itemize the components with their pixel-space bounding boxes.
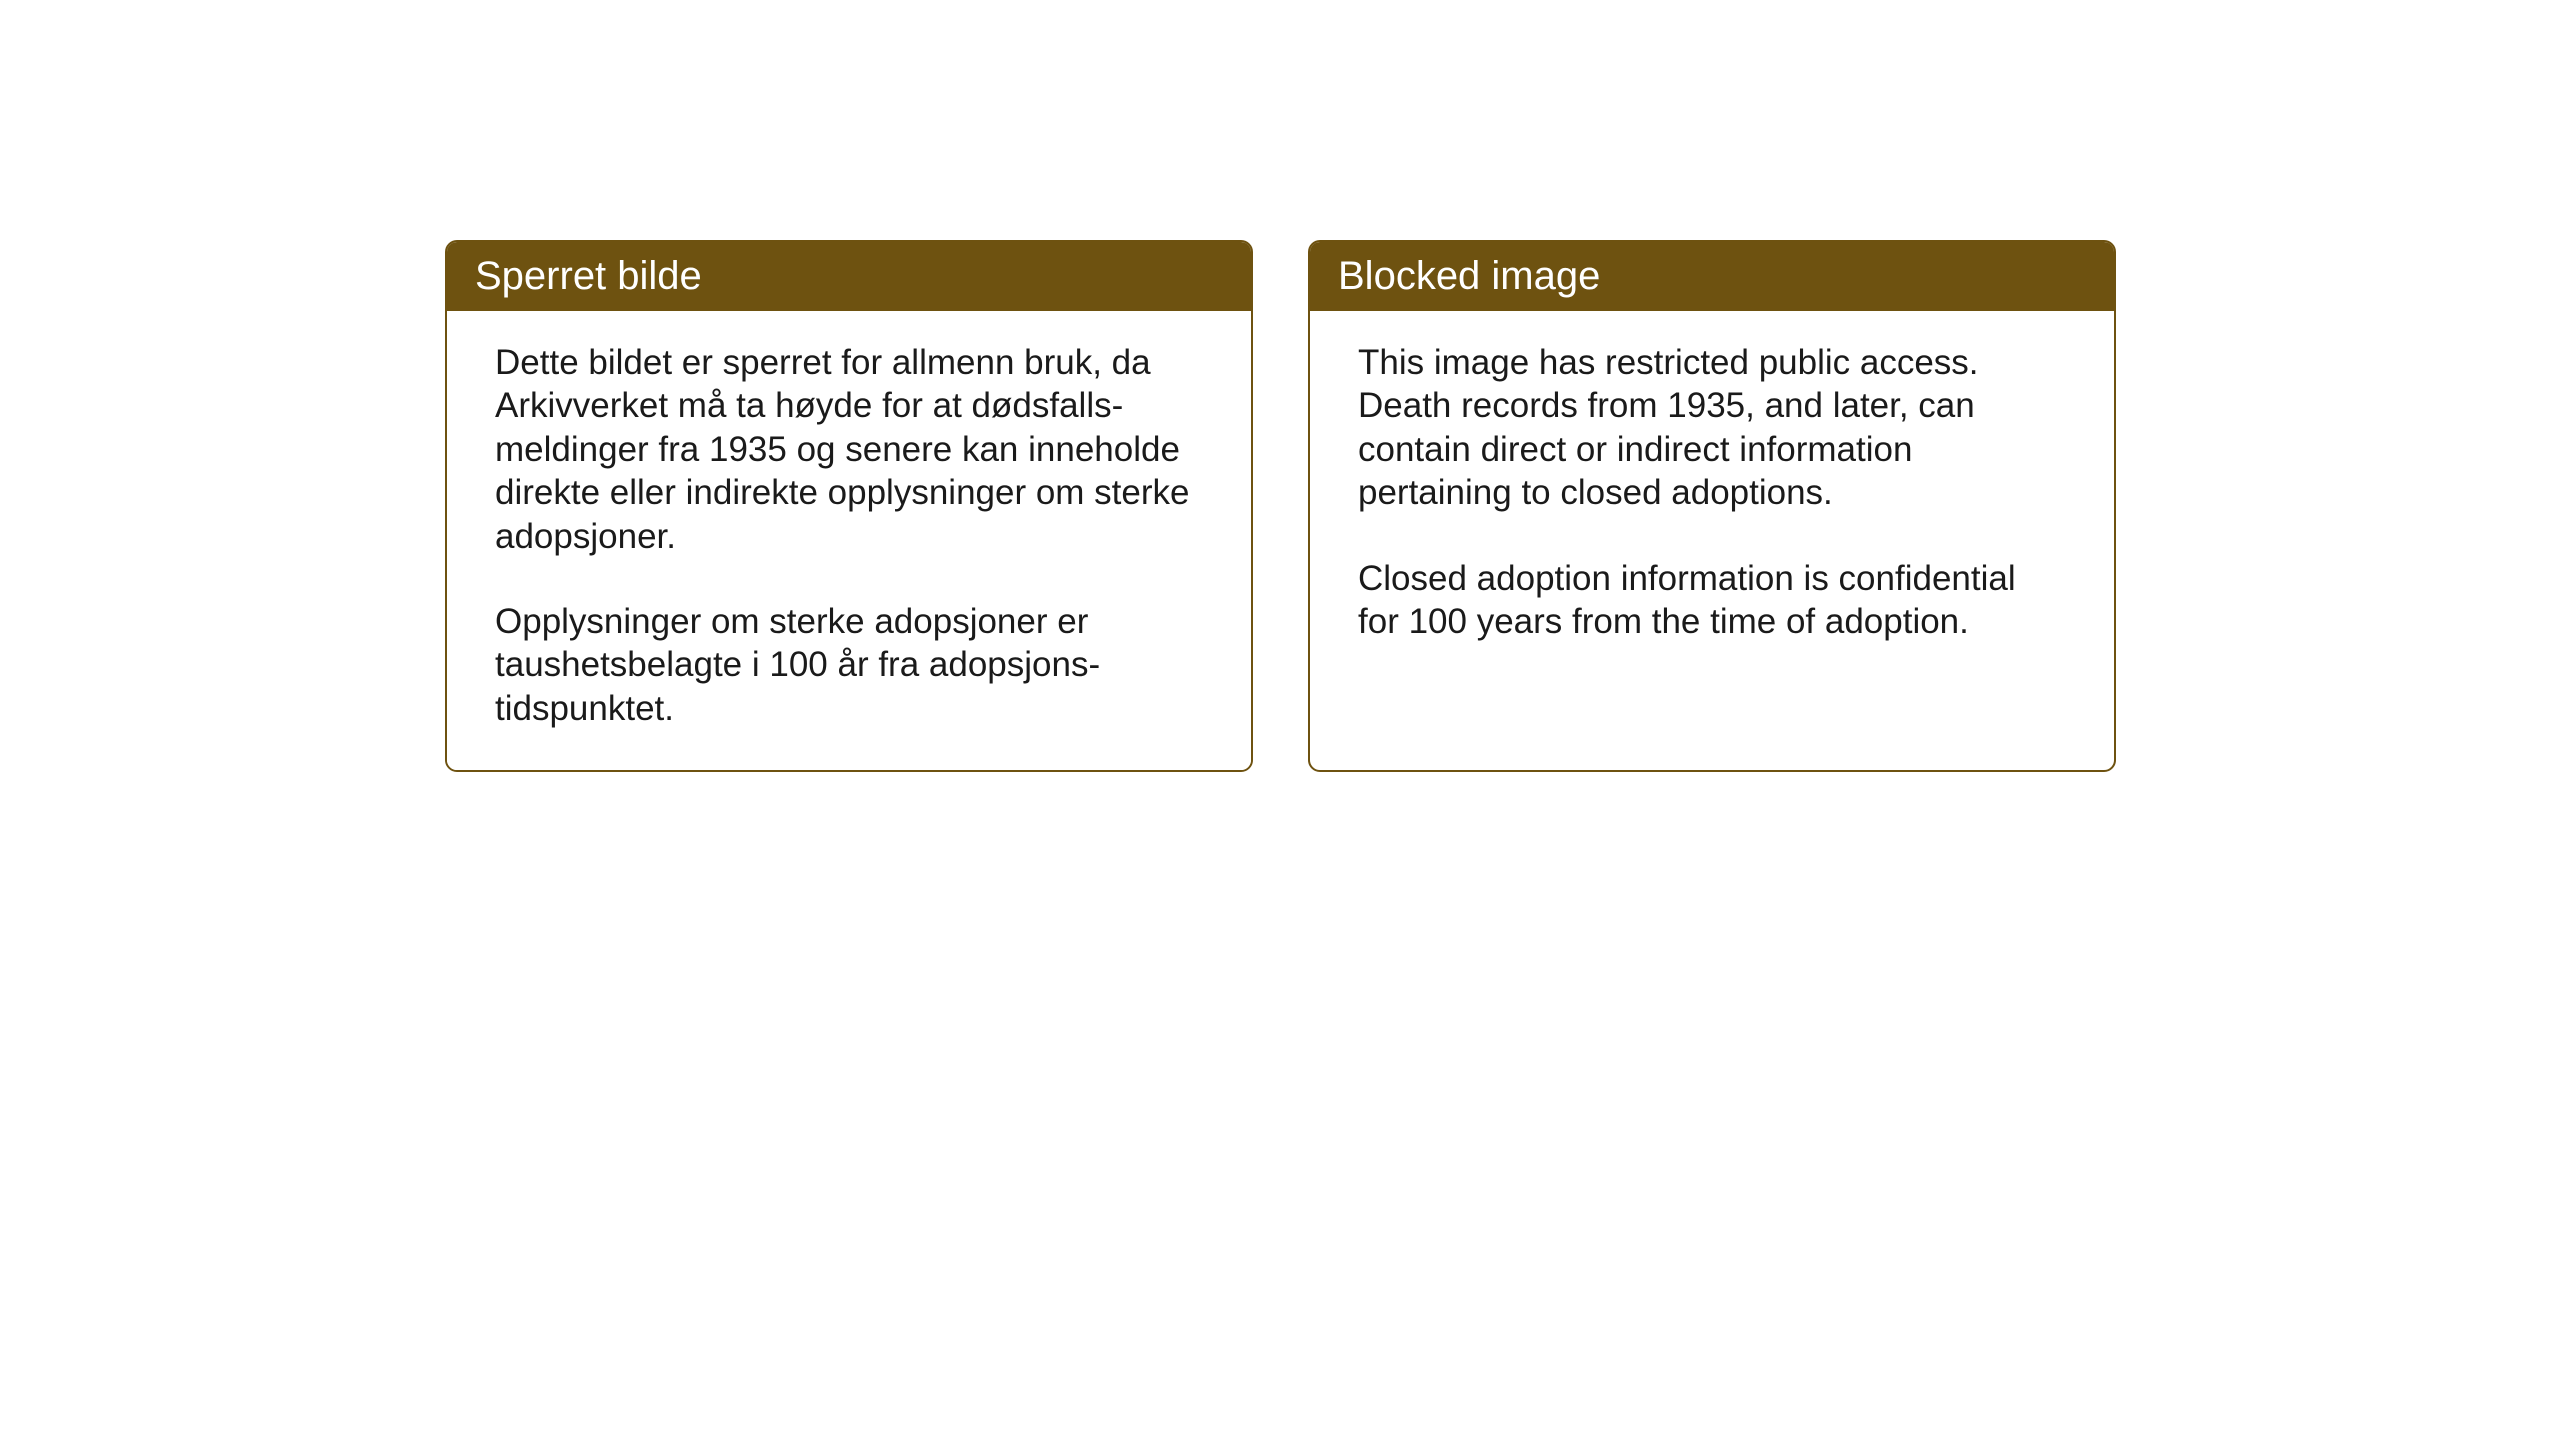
notice-body-norwegian: Dette bildet er sperret for allmenn bruk…: [447, 311, 1251, 770]
notice-paragraph: Closed adoption information is confident…: [1358, 557, 2066, 644]
notice-paragraph: Dette bildet er sperret for allmenn bruk…: [495, 341, 1203, 558]
notice-body-english: This image has restricted public access.…: [1310, 311, 2114, 751]
notice-title: Blocked image: [1338, 254, 1600, 298]
notice-paragraph: Opplysninger om sterke adopsjoner er tau…: [495, 600, 1203, 730]
notice-box-norwegian: Sperret bilde Dette bildet er sperret fo…: [445, 240, 1253, 772]
notice-box-english: Blocked image This image has restricted …: [1308, 240, 2116, 772]
notice-container: Sperret bilde Dette bildet er sperret fo…: [445, 240, 2116, 772]
notice-paragraph: This image has restricted public access.…: [1358, 341, 2066, 515]
notice-title: Sperret bilde: [475, 254, 702, 298]
notice-header-english: Blocked image: [1310, 242, 2114, 311]
notice-header-norwegian: Sperret bilde: [447, 242, 1251, 311]
